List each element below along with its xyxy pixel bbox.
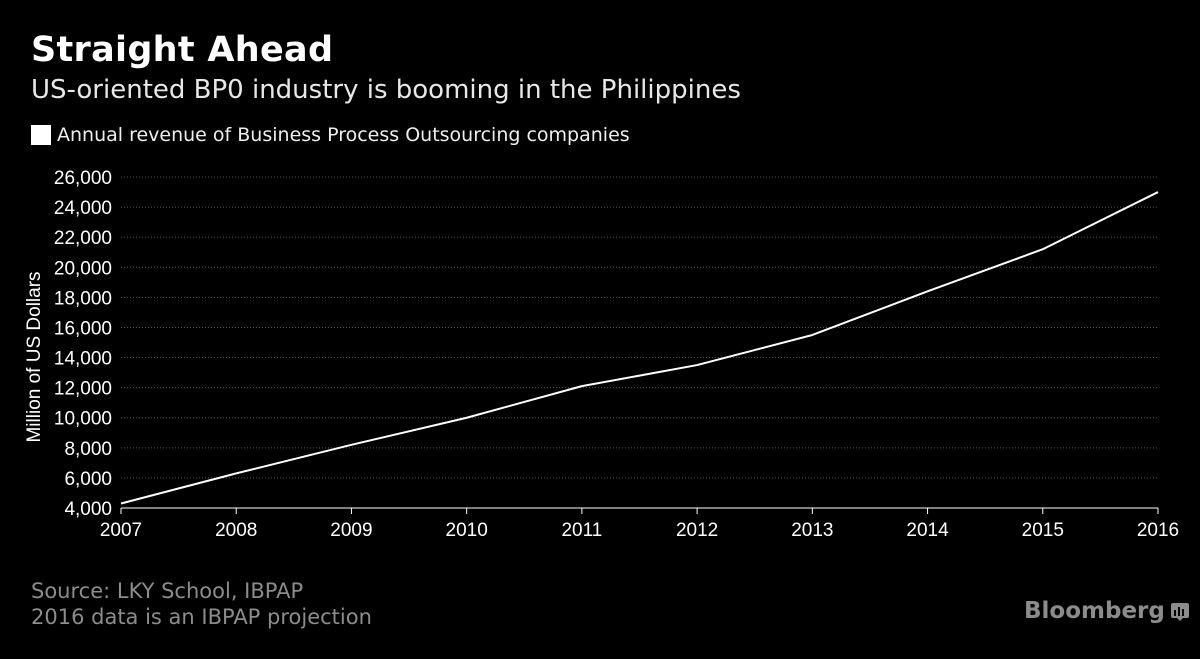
y-tick-label: 12,000 xyxy=(54,379,112,400)
legend-swatch xyxy=(31,125,51,145)
series-line xyxy=(120,191,1159,505)
x-tick-label: 2010 xyxy=(446,520,488,541)
x-tick-label: 2015 xyxy=(1022,520,1064,541)
y-tick-label: 22,000 xyxy=(54,228,112,249)
source-text: Source: LKY School, IBPAP xyxy=(31,579,304,603)
bloomberg-chart-icon xyxy=(1170,603,1189,621)
projection-note: 2016 data is an IBPAP projection xyxy=(31,605,372,629)
y-tick-label: 6,000 xyxy=(64,469,112,490)
y-tick-label: 4,000 xyxy=(64,499,112,520)
y-tick-label: 24,000 xyxy=(54,198,112,219)
x-tick-label: 2009 xyxy=(330,520,372,541)
y-axis-label: Million of US Dollars xyxy=(24,271,45,442)
y-tick-label: 16,000 xyxy=(54,318,112,339)
chart-subtitle: US-oriented BP0 industry is booming in t… xyxy=(31,75,741,105)
y-tick-label: 10,000 xyxy=(54,409,112,430)
brand-logo: Bloomberg xyxy=(1024,598,1189,624)
x-tick-label: 2008 xyxy=(215,520,257,541)
y-tick-label: 18,000 xyxy=(54,288,112,309)
y-tick-label: 8,000 xyxy=(64,439,112,460)
y-tick-label: 14,000 xyxy=(54,349,112,370)
source-note: Source: LKY School, IBPAP 2016 data is a… xyxy=(31,578,372,630)
x-tick-label: 2016 xyxy=(1137,520,1179,541)
x-tick-label: 2013 xyxy=(791,520,833,541)
x-tick-label: 2011 xyxy=(561,520,602,541)
brand-name: Bloomberg xyxy=(1024,598,1165,624)
legend: Annual revenue of Business Process Outso… xyxy=(31,124,630,146)
x-tick-label: 2007 xyxy=(100,520,142,541)
y-tick-label: 26,000 xyxy=(54,168,112,189)
x-tick-label: 2012 xyxy=(676,520,718,541)
chart-title: Straight Ahead xyxy=(31,30,334,70)
legend-label: Annual revenue of Business Process Outso… xyxy=(57,124,630,146)
x-tick-label: 2014 xyxy=(906,520,949,541)
y-tick-label: 20,000 xyxy=(54,258,112,279)
